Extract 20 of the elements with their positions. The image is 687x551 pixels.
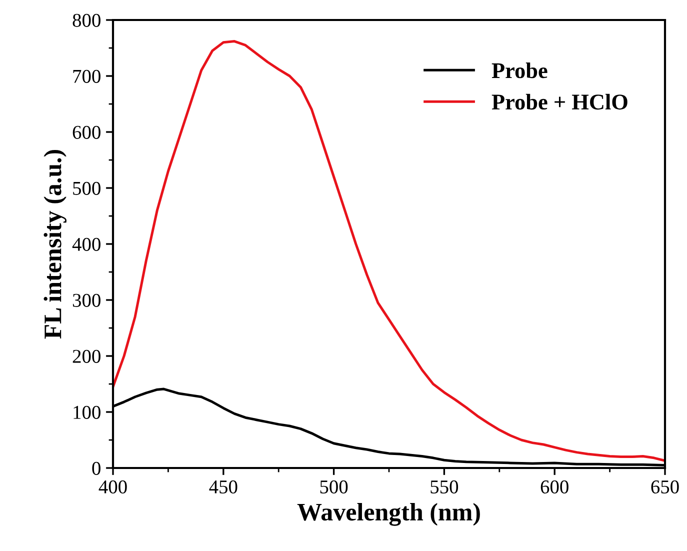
x-axis-title: Wavelength (nm) xyxy=(297,502,480,526)
x-tick-label: 600 xyxy=(540,480,568,494)
y-tick-label: 300 xyxy=(72,294,100,307)
x-tick-label: 500 xyxy=(320,480,348,494)
y-tick-label: 0 xyxy=(92,462,100,475)
x-tick-label: 400 xyxy=(98,480,127,494)
x-tick-label: 450 xyxy=(209,480,238,494)
y-tick-label: 100 xyxy=(74,406,100,419)
legend-label: Probe xyxy=(492,62,548,78)
y-tick-label: 800 xyxy=(72,14,100,27)
y-tick-label: 700 xyxy=(73,70,100,83)
y-tick-label: 400 xyxy=(72,238,100,251)
y-tick-label: 500 xyxy=(73,182,100,195)
y-tick-label: 200 xyxy=(72,350,100,363)
x-tick-label: 550 xyxy=(430,480,458,494)
line-series xyxy=(113,40,665,462)
y-axis-title: FL intensity (a.u.) xyxy=(44,150,66,339)
x-tick-label: 650 xyxy=(651,480,679,494)
legend-label: Probe + HClO xyxy=(492,94,628,110)
y-tick-label: 600 xyxy=(72,126,100,139)
